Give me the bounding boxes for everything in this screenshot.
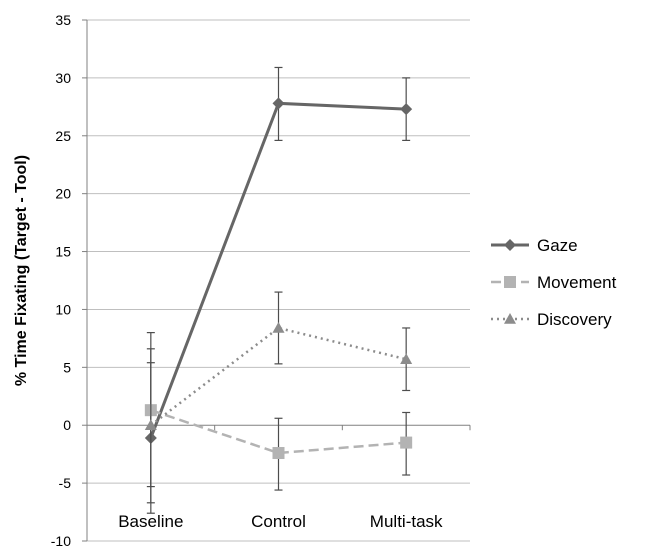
- legend-item-discovery: Discovery: [491, 310, 612, 329]
- legend-item-movement: Movement: [491, 273, 617, 292]
- legend-item-gaze: Gaze: [491, 236, 578, 255]
- axes: [82, 19, 471, 542]
- legend-label: Discovery: [537, 310, 612, 329]
- data-point: [144, 419, 157, 431]
- data-point: [400, 353, 413, 365]
- legend-swatch-marker: [504, 313, 516, 324]
- data-point: [400, 103, 413, 116]
- y-tick-label: 20: [55, 186, 71, 202]
- y-tick-label: 10: [55, 301, 71, 317]
- x-tick-labels: Baseline Control Multi-task: [118, 512, 443, 531]
- y-tick-label: 0: [63, 417, 71, 433]
- data-point: [272, 97, 285, 110]
- y-tick-label: 25: [55, 128, 71, 144]
- y-tick-label: 5: [63, 359, 71, 375]
- x-category-label: Baseline: [118, 512, 183, 531]
- legend-swatch-marker: [504, 276, 516, 288]
- y-tick-labels: -10 -5 0 5 10 15 20 25 30 35: [51, 12, 71, 549]
- legend-swatch-marker: [504, 239, 516, 251]
- x-category-label: Multi-task: [370, 512, 443, 531]
- data-point: [272, 321, 285, 333]
- legend: Gaze Movement Discovery: [491, 236, 617, 329]
- series-discovery: [144, 291, 413, 514]
- y-tick-label: 15: [55, 244, 71, 260]
- y-tick-label: -5: [59, 475, 72, 491]
- legend-label: Gaze: [537, 236, 578, 255]
- y-tick-label: -10: [51, 533, 71, 549]
- y-tick-label: 30: [55, 70, 71, 86]
- series-line: [149, 101, 407, 439]
- legend-label: Movement: [537, 273, 617, 292]
- data-point: [272, 447, 285, 460]
- y-axis-title: % Time Fixating (Target - Tool): [13, 155, 30, 386]
- data-point: [400, 436, 413, 449]
- series: [144, 66, 413, 514]
- y-tick-label: 35: [55, 12, 71, 28]
- x-category-label: Control: [251, 512, 306, 531]
